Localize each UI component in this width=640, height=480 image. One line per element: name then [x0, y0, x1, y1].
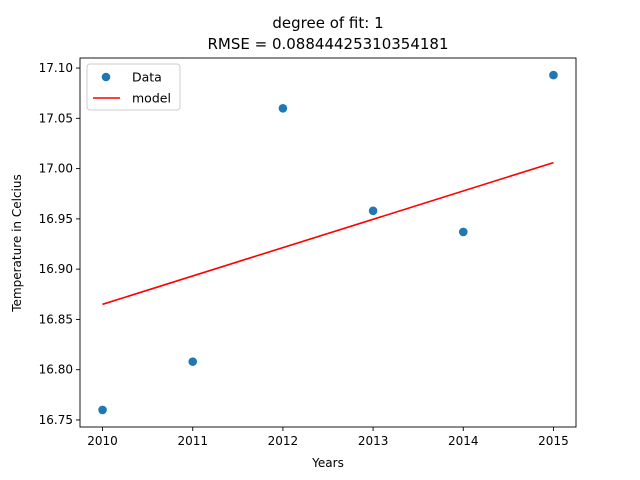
y-tick-label: 16.90	[39, 262, 73, 276]
x-tick-label: 2014	[448, 434, 479, 448]
y-tick-label: 17.00	[39, 162, 73, 176]
y-tick-label: 17.05	[39, 111, 73, 125]
data-point	[188, 357, 198, 366]
y-tick-label: 16.80	[39, 363, 73, 377]
data-point	[549, 70, 558, 80]
x-tick-label: 2010	[87, 434, 118, 448]
legend-label: model	[132, 91, 171, 106]
model-line	[102, 161, 554, 306]
plot-frame	[79, 57, 577, 428]
data-point	[368, 206, 378, 216]
y-tick-label: 16.75	[39, 413, 73, 427]
data-point	[458, 227, 468, 237]
data-point	[98, 405, 107, 415]
chart-title: degree of fit: 1	[272, 14, 383, 32]
x-tick-label: 2013	[358, 434, 389, 448]
x-tick-label: 2011	[177, 434, 208, 448]
legend-label: Data	[132, 70, 162, 85]
axes: 2010 2011 2012 2013 2014 2015 16.75 16.80 16.85 1…	[39, 57, 577, 448]
x-tick-label: 2015	[538, 434, 569, 448]
legend-swatch-data	[101, 72, 111, 82]
y-axis-label: Temperature in Celcius	[10, 174, 24, 312]
y-tick-label: 17.10	[39, 61, 73, 75]
y-tick-label: 16.95	[39, 212, 73, 226]
chart-title-group: degree of fit: 1 RMSE = 0.08844425310354…	[207, 14, 448, 53]
x-tick-label: 2012	[268, 434, 299, 448]
plot-area	[98, 70, 558, 415]
data-point	[278, 103, 288, 113]
y-tick-label: 16.85	[39, 312, 73, 326]
legend: Data model	[86, 63, 181, 111]
chart-subtitle: RMSE = 0.08844425310354181	[207, 35, 448, 53]
x-axis-label: Years	[311, 456, 344, 470]
